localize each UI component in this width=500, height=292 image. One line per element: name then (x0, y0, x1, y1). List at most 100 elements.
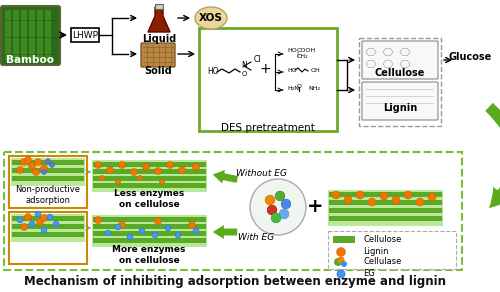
Bar (4, 152, 462, 270)
Bar (21, 10, 27, 61)
Circle shape (105, 230, 111, 236)
Circle shape (100, 175, 104, 180)
Circle shape (267, 205, 277, 215)
Circle shape (36, 218, 44, 225)
Circle shape (142, 164, 150, 171)
Circle shape (154, 218, 162, 225)
Circle shape (175, 232, 181, 238)
Text: XOS: XOS (199, 13, 223, 23)
Bar (328, 190, 443, 226)
Bar (37, 10, 43, 61)
Circle shape (40, 215, 48, 222)
Text: Bamboo: Bamboo (6, 55, 54, 65)
Text: O: O (242, 71, 246, 77)
FancyBboxPatch shape (362, 41, 438, 79)
Circle shape (344, 196, 352, 204)
Circle shape (380, 192, 388, 200)
Circle shape (28, 163, 35, 169)
Circle shape (337, 270, 345, 278)
Circle shape (47, 214, 53, 220)
Bar (29, 10, 35, 61)
Bar (93, 231, 206, 236)
Text: Cl: Cl (254, 55, 262, 65)
Circle shape (250, 179, 306, 235)
Circle shape (416, 198, 424, 206)
Circle shape (118, 222, 126, 229)
Circle shape (24, 213, 32, 220)
Bar (12, 176, 84, 181)
Circle shape (152, 232, 158, 238)
Text: Cellulose: Cellulose (375, 68, 425, 78)
Bar (5, 10, 11, 61)
Bar (328, 231, 456, 269)
FancyBboxPatch shape (1, 6, 60, 65)
Text: LHWP: LHWP (72, 30, 98, 39)
Bar (93, 162, 206, 167)
FancyArrowPatch shape (212, 170, 238, 184)
Circle shape (16, 166, 24, 173)
Circle shape (29, 221, 35, 227)
Bar (9, 156, 87, 208)
Text: HO: HO (287, 67, 297, 72)
Text: NH₂: NH₂ (308, 86, 320, 91)
Text: More enzymes
on cellulose: More enzymes on cellulose (112, 245, 186, 265)
Bar (329, 216, 442, 221)
Circle shape (368, 198, 376, 206)
Text: Mechanism of inhibiting adsorption between enzyme and lignin: Mechanism of inhibiting adsorption betwe… (24, 275, 446, 288)
Bar (92, 160, 207, 192)
Circle shape (265, 195, 275, 205)
Text: COOH: COOH (297, 48, 316, 53)
Bar (13, 10, 19, 61)
Bar (93, 217, 206, 222)
Circle shape (139, 228, 145, 234)
Polygon shape (148, 7, 170, 32)
Circle shape (392, 196, 400, 204)
Circle shape (42, 169, 46, 175)
Circle shape (138, 175, 142, 180)
Bar (329, 200, 442, 205)
Bar (11, 214, 85, 242)
Text: Liquid: Liquid (142, 34, 176, 44)
Bar (199, 28, 337, 131)
Circle shape (404, 191, 412, 199)
Circle shape (428, 193, 436, 201)
Circle shape (106, 166, 114, 173)
Circle shape (50, 163, 54, 168)
Text: Lignin: Lignin (363, 248, 388, 256)
Circle shape (192, 164, 200, 171)
FancyBboxPatch shape (362, 82, 438, 120)
Circle shape (281, 199, 291, 209)
Circle shape (334, 258, 342, 266)
Circle shape (17, 217, 23, 223)
Bar (12, 232, 84, 237)
Circle shape (20, 223, 28, 230)
Text: +: + (307, 197, 323, 216)
Bar (333, 236, 355, 243)
Circle shape (115, 224, 121, 230)
Circle shape (154, 168, 162, 175)
Text: Cellulose: Cellulose (363, 236, 402, 244)
Circle shape (34, 159, 42, 166)
Ellipse shape (195, 7, 227, 29)
Text: Less enzymes
on cellulose: Less enzymes on cellulose (114, 189, 184, 209)
Bar (155, 4, 163, 9)
Bar (359, 38, 441, 126)
Circle shape (160, 180, 164, 185)
Circle shape (118, 161, 126, 168)
Circle shape (40, 164, 48, 171)
Text: Without EG: Without EG (236, 169, 288, 178)
Text: |: | (296, 51, 298, 57)
Circle shape (279, 209, 289, 219)
Circle shape (46, 159, 51, 164)
Circle shape (267, 205, 277, 215)
Text: N: N (241, 62, 247, 70)
Circle shape (188, 222, 196, 229)
Text: Lignin: Lignin (383, 103, 417, 113)
Circle shape (94, 161, 102, 168)
Circle shape (166, 161, 173, 168)
Text: CH₂: CH₂ (297, 55, 308, 60)
Text: Non-productive
adsorption: Non-productive adsorption (16, 185, 80, 205)
Bar (71, 28, 99, 42)
Bar (93, 224, 206, 229)
Circle shape (341, 261, 347, 267)
